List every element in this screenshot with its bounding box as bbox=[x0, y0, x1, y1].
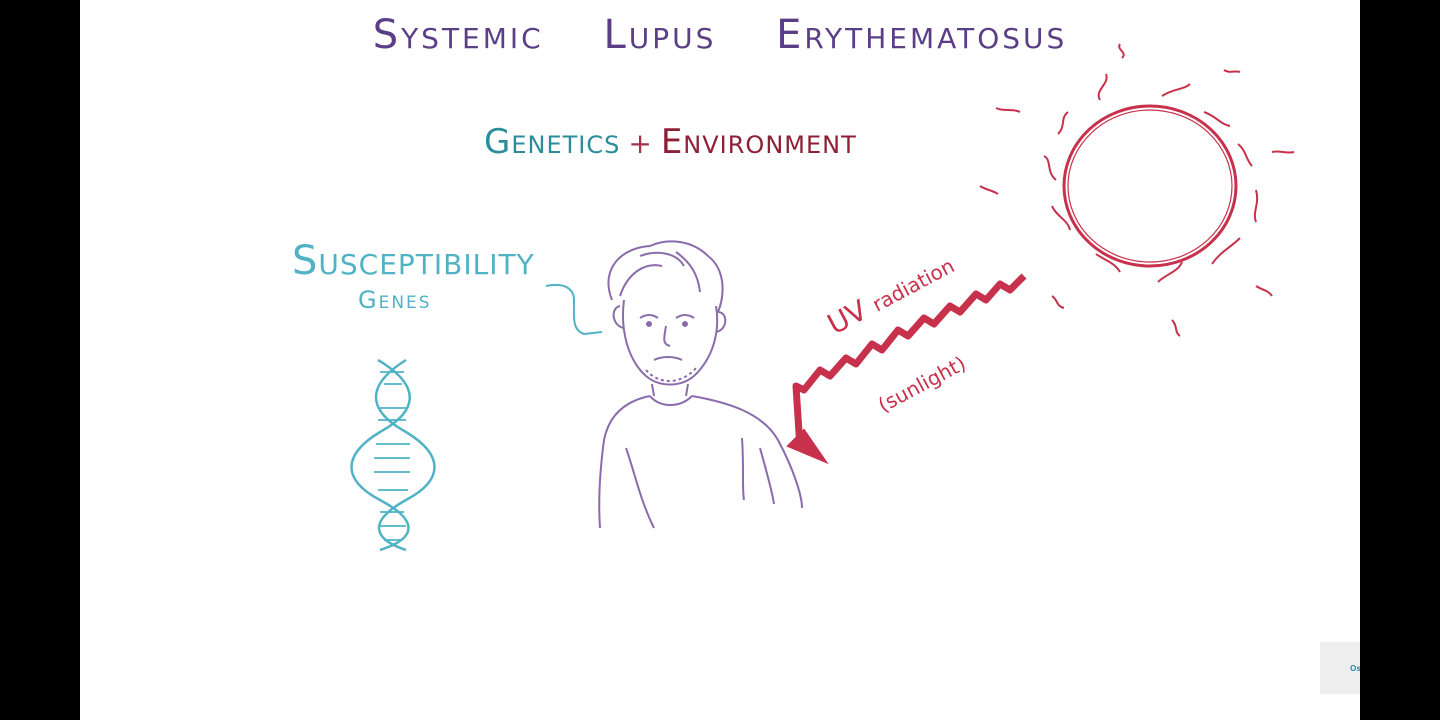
letterbox-left bbox=[0, 0, 80, 720]
person-illustration bbox=[598, 240, 803, 529]
sun-icon bbox=[979, 43, 1295, 337]
slide-canvas: Systemic Lupus Erythematosus Genetics + En… bbox=[80, 0, 1360, 720]
letterbox-right bbox=[1360, 0, 1440, 720]
subtitle: Genetics + Environment bbox=[484, 122, 857, 162]
susceptibility-label: Susceptibility bbox=[292, 238, 535, 284]
title-word-2: Lupus bbox=[603, 12, 717, 58]
watermark-text: Osmosis bbox=[1350, 663, 1360, 673]
osmosis-watermark: Osmosis bbox=[1320, 642, 1360, 694]
illustration-layer bbox=[350, 43, 1295, 552]
dna-icon bbox=[350, 358, 436, 552]
environment-label: Environment bbox=[660, 122, 857, 162]
genes-label: Genes bbox=[358, 286, 432, 314]
connector-line bbox=[545, 284, 603, 336]
title-word-1: Systemic bbox=[372, 12, 544, 58]
slide-title: Systemic Lupus Erythematosus bbox=[80, 12, 1360, 58]
plus-sign: + bbox=[628, 127, 653, 160]
genetics-label: Genetics bbox=[484, 122, 621, 162]
title-word-3: Erythematosus bbox=[776, 12, 1068, 58]
uv-arrow-icon bbox=[786, 273, 1027, 465]
